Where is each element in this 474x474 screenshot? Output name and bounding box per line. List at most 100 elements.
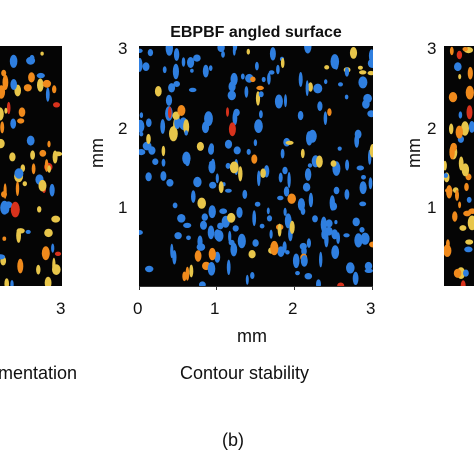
defect-blob: [25, 229, 31, 234]
defect-blob: [147, 49, 154, 57]
defect-blob: [280, 148, 285, 159]
defect-blob: [242, 189, 248, 199]
defect-blob: [233, 146, 241, 155]
defect-blob: [139, 230, 143, 235]
defect-blob: [459, 225, 467, 231]
defect-blob: [267, 72, 271, 85]
defect-blob: [160, 119, 166, 134]
defect-blob: [15, 181, 20, 196]
defect-blob: [169, 126, 178, 142]
defect-blob: [165, 46, 173, 56]
defect-blob: [225, 188, 232, 193]
defect-blob: [0, 85, 6, 99]
center-map-panel: [139, 46, 373, 286]
center-defect-map: [139, 46, 373, 286]
defect-blob: [280, 57, 285, 69]
defect-blob: [269, 229, 273, 239]
defect-blob: [259, 223, 265, 229]
defect-blob: [357, 65, 363, 70]
defect-blob: [160, 171, 167, 181]
defect-blob: [292, 253, 300, 269]
defect-blob: [28, 72, 35, 83]
defect-blob: [0, 107, 4, 121]
defect-blob: [152, 158, 159, 165]
defect-blob: [369, 144, 373, 158]
defect-blob: [193, 54, 201, 62]
defect-blob: [304, 273, 313, 280]
defect-blob: [363, 93, 372, 103]
defect-blob: [364, 261, 373, 271]
defect-blob: [146, 133, 151, 145]
defect-blob: [344, 94, 349, 100]
defect-blob: [307, 163, 313, 168]
defect-blob: [289, 220, 295, 234]
defect-blob: [278, 172, 283, 183]
defect-blob: [165, 94, 173, 106]
defect-blob: [337, 282, 345, 286]
defect-blob: [237, 233, 246, 249]
defect-blob: [197, 197, 206, 209]
left-panel-caption: mentation: [0, 363, 78, 383]
defect-blob: [461, 163, 470, 177]
defect-blob: [324, 65, 330, 70]
defect-blob: [232, 46, 236, 56]
defect-blob: [246, 48, 250, 55]
defect-blob: [308, 82, 313, 92]
defect-blob: [295, 271, 300, 276]
defect-blob: [139, 119, 145, 133]
defect-blob: [215, 173, 219, 184]
defect-blob: [334, 59, 339, 70]
defect-blob: [204, 111, 213, 127]
defect-blob: [10, 79, 17, 90]
right-defect-map: [444, 46, 474, 286]
defect-blob: [317, 101, 323, 112]
defect-blob: [337, 146, 342, 151]
center-x-tick-mark-0: [139, 286, 140, 290]
defect-blob: [36, 264, 41, 275]
defect-blob: [221, 51, 225, 58]
defect-blob: [9, 152, 16, 162]
center-x-tick-0: 0: [133, 299, 143, 318]
defect-blob: [197, 235, 203, 248]
defect-blob: [461, 121, 469, 136]
defect-blob: [349, 47, 358, 59]
defect-blob: [283, 186, 290, 197]
defect-blob: [3, 183, 7, 199]
defect-blob: [300, 207, 306, 215]
defect-blob: [145, 172, 152, 182]
defect-blob: [252, 239, 259, 247]
defect-blob: [254, 201, 261, 207]
defect-blob: [0, 121, 5, 134]
center-y-tick-3: 3: [118, 39, 128, 58]
defect-blob: [173, 48, 180, 61]
defect-blob: [6, 101, 11, 115]
defect-blob: [266, 215, 273, 222]
defect-blob: [44, 228, 53, 238]
defect-blob: [38, 179, 47, 192]
defect-blob: [468, 121, 474, 133]
defect-blob: [282, 241, 287, 253]
defect-blob: [14, 168, 24, 179]
defect-blob: [305, 80, 309, 97]
subfigure-label: (b): [222, 430, 244, 450]
defect-blob: [182, 151, 191, 165]
defect-blob: [458, 74, 462, 80]
defect-blob: [312, 215, 318, 223]
defect-blob: [283, 207, 287, 216]
defect-blob: [187, 57, 195, 68]
defect-blob: [228, 230, 232, 243]
defect-blob: [252, 210, 257, 227]
defect-blob: [304, 46, 312, 54]
defect-blob: [448, 92, 458, 103]
center-x-tick-3: 3: [366, 299, 376, 318]
defect-blob: [467, 215, 474, 231]
defect-blob: [201, 213, 208, 221]
defect-blob: [37, 206, 42, 213]
defect-blob: [217, 222, 224, 230]
defect-blob: [253, 139, 258, 147]
defect-blob: [0, 254, 6, 260]
defect-blob: [226, 259, 231, 275]
defect-blob: [254, 119, 263, 133]
defect-blob: [177, 214, 186, 223]
defect-blob: [53, 151, 62, 157]
